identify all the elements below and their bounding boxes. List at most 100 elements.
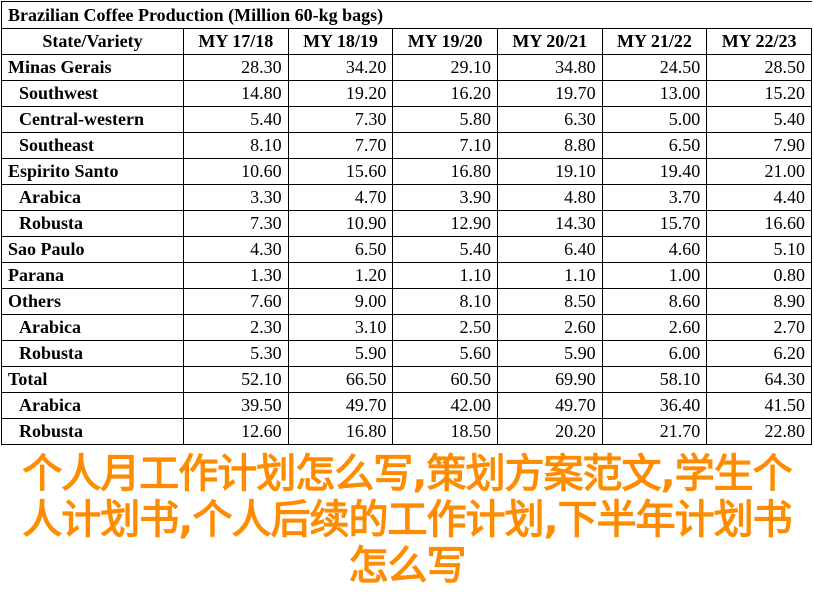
table-cell: 34.20	[287, 54, 394, 81]
table-cell: 42.00	[392, 392, 498, 419]
table-cell: 12.90	[392, 210, 498, 237]
table-row: Arabica 3.30 4.70 3.90 4.80 3.70 4.40	[1, 184, 812, 211]
table-cell: 6.50	[601, 132, 708, 159]
row-label: Southwest	[1, 80, 184, 107]
row-label: Arabica	[1, 392, 184, 419]
column-header: MY 20/21	[496, 28, 603, 55]
table-cell: 34.80	[496, 54, 603, 81]
table-cell: 58.10	[601, 366, 708, 393]
table-cell: 19.40	[601, 158, 708, 185]
table-cell: 22.80	[706, 418, 812, 445]
table-cell: 8.80	[496, 132, 603, 159]
table-cell: 7.10	[392, 132, 498, 159]
table-cell: 3.90	[392, 184, 498, 211]
table-cell: 8.90	[706, 288, 812, 315]
table-row: Arabica 39.50 49.70 42.00 49.70 36.40 41.50	[1, 392, 812, 419]
table-cell: 28.50	[706, 54, 812, 81]
table-cell: 16.20	[392, 80, 498, 107]
row-label: Sao Paulo	[1, 236, 184, 263]
table-cell: 10.60	[183, 158, 289, 185]
table-cell: 4.80	[496, 184, 603, 211]
row-label: Robusta	[1, 210, 184, 237]
table-row: Southeast 8.10 7.70 7.10 8.80 6.50 7.90	[1, 132, 812, 159]
table-cell: 49.70	[496, 392, 603, 419]
table-cell: 4.60	[601, 236, 708, 263]
column-header: MY 21/22	[601, 28, 708, 55]
table-cell: 7.70	[287, 132, 394, 159]
column-header: MY 22/23	[706, 28, 812, 55]
table-cell: 2.30	[183, 314, 289, 341]
table-row: Robusta 7.30 10.90 12.90 14.30 15.70 16.60	[1, 210, 812, 237]
table-cell: 6.40	[496, 236, 603, 263]
table-cell: 21.70	[601, 418, 708, 445]
table-cell: 20.20	[496, 418, 603, 445]
table-cell: 7.30	[183, 210, 289, 237]
table-cell: 3.70	[601, 184, 708, 211]
table-row: Sao Paulo 4.30 6.50 5.40 6.40 4.60 5.10	[1, 236, 812, 263]
row-label: Southeast	[1, 132, 184, 159]
table-cell: 7.60	[183, 288, 289, 315]
table-cell: 7.90	[706, 132, 812, 159]
table-cell: 3.10	[287, 314, 394, 341]
table-cell: 52.10	[183, 366, 289, 393]
table-cell: 5.40	[392, 236, 498, 263]
table-cell: 6.50	[287, 236, 394, 263]
table-cell: 24.50	[601, 54, 708, 81]
title-row: Brazilian Coffee Production (Million 60-…	[1, 1, 812, 29]
row-label: Central-western	[1, 106, 184, 133]
table-cell: 1.30	[183, 262, 289, 289]
table-cell: 6.00	[601, 340, 708, 367]
table-cell: 7.30	[287, 106, 394, 133]
table-cell: 9.00	[287, 288, 394, 315]
row-label: Minas Gerais	[1, 54, 184, 81]
table-cell: 19.10	[496, 158, 603, 185]
watermark-overlay-text: 个人月工作计划怎么写,策划方案范文,学生个人计划书,个人后续的工作计划,下半年计…	[22, 451, 792, 589]
table-cell: 21.00	[706, 158, 812, 185]
table-cell: 5.40	[183, 106, 289, 133]
table-cell: 15.70	[601, 210, 708, 237]
table-row: Robusta 5.30 5.90 5.60 5.90 6.00 6.20	[1, 340, 812, 367]
table-cell: 4.70	[287, 184, 394, 211]
table-cell: 1.20	[287, 262, 394, 289]
table-cell: 4.30	[183, 236, 289, 263]
table-cell: 60.50	[392, 366, 498, 393]
table-cell: 2.70	[706, 314, 812, 341]
table-cell: 2.50	[392, 314, 498, 341]
table-cell: 12.60	[183, 418, 289, 445]
table-row: Total 52.10 66.50 60.50 69.90 58.10 64.30	[1, 366, 812, 393]
table-cell: 10.90	[287, 210, 394, 237]
table-cell: 19.20	[287, 80, 394, 107]
table-cell: 69.90	[496, 366, 603, 393]
table-title: Brazilian Coffee Production (Million 60-…	[1, 1, 812, 29]
table-cell: 8.50	[496, 288, 603, 315]
row-label: Arabica	[1, 184, 184, 211]
table-cell: 36.40	[601, 392, 708, 419]
table-cell: 1.10	[392, 262, 498, 289]
column-header: State/Variety	[1, 28, 184, 55]
row-label: Robusta	[1, 340, 184, 367]
row-label: Others	[1, 288, 184, 315]
column-header: MY 18/19	[287, 28, 394, 55]
table-cell: 3.30	[183, 184, 289, 211]
table-cell: 66.50	[287, 366, 394, 393]
row-label: Total	[1, 366, 184, 393]
row-label: Robusta	[1, 418, 184, 445]
row-label: Arabica	[1, 314, 184, 341]
table-cell: 8.10	[183, 132, 289, 159]
table-row: Others 7.60 9.00 8.10 8.50 8.60 8.90	[1, 288, 812, 315]
row-label: Parana	[1, 262, 184, 289]
table-cell: 1.00	[601, 262, 708, 289]
table-cell: 18.50	[392, 418, 498, 445]
column-header: MY 19/20	[392, 28, 498, 55]
table-cell: 16.60	[706, 210, 812, 237]
table-row: Southwest 14.80 19.20 16.20 19.70 13.00 15.20	[1, 80, 812, 107]
table-cell: 8.10	[392, 288, 498, 315]
table-row: Central-western 5.40 7.30 5.80 6.30 5.00 5.40	[1, 106, 812, 133]
table-cell: 1.10	[496, 262, 603, 289]
table-cell: 16.80	[392, 158, 498, 185]
table-cell: 5.60	[392, 340, 498, 367]
table-cell: 0.80	[706, 262, 812, 289]
table-cell: 19.70	[496, 80, 603, 107]
table-row: Espirito Santo 10.60 15.60 16.80 19.10 19.40 2…	[1, 158, 812, 185]
column-header: MY 17/18	[183, 28, 289, 55]
